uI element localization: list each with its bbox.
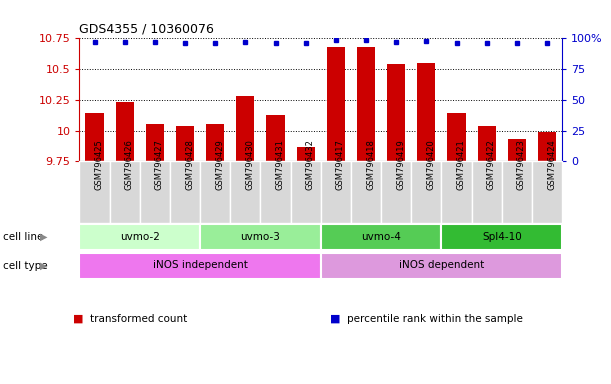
Text: GSM796428: GSM796428: [185, 139, 194, 190]
Text: GSM796419: GSM796419: [396, 139, 405, 190]
Text: GSM796418: GSM796418: [366, 139, 375, 190]
Text: GSM796425: GSM796425: [95, 139, 103, 190]
Text: cell line: cell line: [3, 232, 43, 242]
Bar: [146, 124, 164, 161]
Text: GSM796426: GSM796426: [125, 139, 134, 190]
Bar: [417, 63, 436, 161]
Text: GSM796422: GSM796422: [487, 139, 496, 190]
Bar: [321, 161, 351, 223]
Bar: [321, 224, 442, 250]
Bar: [266, 114, 285, 161]
Text: transformed count: transformed count: [90, 314, 188, 324]
Bar: [176, 126, 194, 161]
Bar: [442, 161, 472, 223]
Text: ▶: ▶: [40, 261, 48, 271]
Text: GSM796417: GSM796417: [336, 139, 345, 190]
Bar: [79, 161, 109, 223]
Bar: [381, 161, 411, 223]
Text: GSM796423: GSM796423: [517, 139, 526, 190]
Bar: [327, 47, 345, 161]
Bar: [411, 161, 441, 223]
Bar: [230, 161, 260, 223]
Text: Spl4-10: Spl4-10: [482, 232, 522, 242]
Bar: [297, 147, 315, 161]
Bar: [140, 161, 170, 223]
Bar: [321, 253, 562, 279]
Text: GSM796427: GSM796427: [155, 139, 164, 190]
Bar: [170, 161, 200, 223]
Bar: [478, 126, 496, 161]
Bar: [115, 102, 134, 161]
Text: iNOS dependent: iNOS dependent: [399, 260, 484, 270]
Text: GSM796429: GSM796429: [215, 139, 224, 190]
Text: GSM796432: GSM796432: [306, 139, 315, 190]
Text: percentile rank within the sample: percentile rank within the sample: [347, 314, 523, 324]
Bar: [447, 113, 466, 161]
Bar: [532, 161, 562, 223]
Text: ▶: ▶: [40, 232, 48, 242]
Text: uvmo-3: uvmo-3: [241, 232, 280, 242]
Bar: [351, 161, 381, 223]
Bar: [472, 161, 502, 223]
Text: GSM796430: GSM796430: [246, 139, 254, 190]
Text: cell type: cell type: [3, 261, 48, 271]
Text: GSM796431: GSM796431: [276, 139, 285, 190]
Bar: [79, 253, 321, 279]
Bar: [387, 64, 405, 161]
Text: GDS4355 / 10360076: GDS4355 / 10360076: [79, 23, 214, 36]
Bar: [502, 161, 532, 223]
Text: GSM796424: GSM796424: [547, 139, 556, 190]
Text: iNOS independent: iNOS independent: [153, 260, 247, 270]
Bar: [206, 124, 224, 161]
Bar: [200, 224, 321, 250]
Text: ■: ■: [330, 314, 340, 324]
Text: uvmo-4: uvmo-4: [361, 232, 401, 242]
Text: GSM796420: GSM796420: [426, 139, 436, 190]
Bar: [236, 96, 254, 161]
Text: ■: ■: [73, 314, 84, 324]
Bar: [291, 161, 321, 223]
Bar: [200, 161, 230, 223]
Bar: [508, 139, 526, 161]
Bar: [538, 132, 556, 161]
Bar: [260, 161, 291, 223]
Bar: [109, 161, 140, 223]
Bar: [86, 113, 104, 161]
Bar: [442, 224, 562, 250]
Bar: [357, 47, 375, 161]
Text: GSM796421: GSM796421: [456, 139, 466, 190]
Bar: [79, 224, 200, 250]
Text: uvmo-2: uvmo-2: [120, 232, 159, 242]
